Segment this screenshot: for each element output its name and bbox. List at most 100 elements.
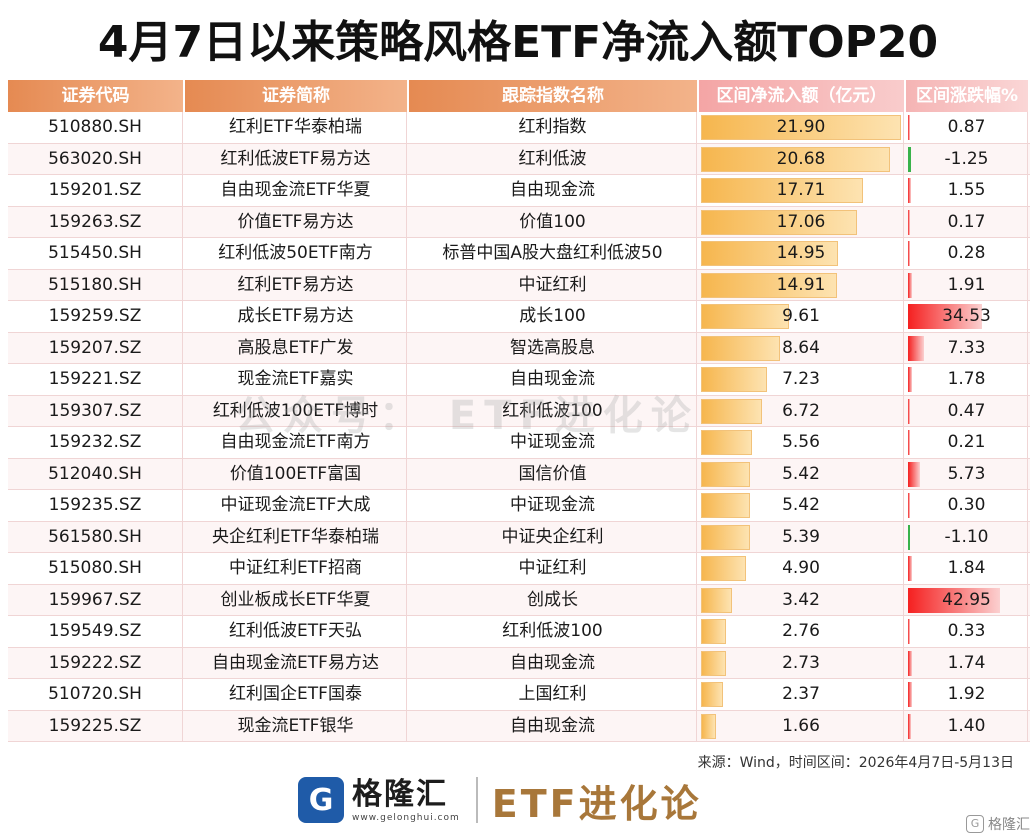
inflow-value: 20.68 <box>776 148 826 169</box>
table-row: 561580.SH 央企红利ETF华泰柏瑞 中证央企红利 5.39 -1.10 <box>8 521 1030 553</box>
inflow-cell: 6.72 <box>699 395 904 426</box>
inflow-cell: 2.73 <box>699 647 904 678</box>
table-body: 510880.SH 红利ETF华泰柏瑞 红利指数 21.90 0.87 563020.SH… <box>8 112 1030 742</box>
table-row: 159263.SZ 价值ETF易方达 价值100 17.06 0.17 <box>8 206 1030 238</box>
inflow-bar <box>701 241 838 266</box>
change-cell: 0.87 <box>906 112 1028 143</box>
inflow-bar <box>701 493 751 518</box>
index-name: 红利低波100 <box>409 395 697 426</box>
change-value: 42.95 <box>942 589 991 610</box>
table-row: 159225.SZ 现金流ETF银华 自由现金流 1.66 1.40 <box>8 710 1030 742</box>
change-cell: 1.78 <box>906 364 1028 395</box>
security-code: 159222.SZ <box>8 647 183 678</box>
table-row: 159232.SZ 自由现金流ETF南方 中证现金流 5.56 0.21 <box>8 427 1030 459</box>
index-name: 中证红利 <box>409 269 697 300</box>
index-name: 红利指数 <box>409 112 697 143</box>
security-code: 159225.SZ <box>8 710 183 741</box>
change-cell: 0.47 <box>906 395 1028 426</box>
change-value: 1.91 <box>947 274 986 295</box>
change-value: 0.87 <box>947 117 986 137</box>
change-value: 1.92 <box>947 684 986 704</box>
change-bar-positive <box>908 619 910 644</box>
change-cell: 42.95 <box>906 584 1028 615</box>
change-cell: 0.28 <box>906 238 1028 269</box>
inflow-bar <box>701 556 746 581</box>
table-row: 159221.SZ 现金流ETF嘉实 自由现金流 7.23 1.78 <box>8 364 1030 396</box>
change-bar-positive <box>908 682 913 707</box>
index-name: 自由现金流 <box>409 175 697 206</box>
inflow-cell: 9.61 <box>699 301 904 332</box>
security-name: 自由现金流ETF华夏 <box>185 175 407 206</box>
gelonghui-logo-icon: G <box>298 777 344 823</box>
change-bar-positive <box>908 650 912 676</box>
security-code: 561580.SH <box>8 521 183 552</box>
inflow-cell: 17.71 <box>699 175 904 206</box>
change-cell: 5.73 <box>906 458 1028 489</box>
change-value: 1.74 <box>947 652 986 673</box>
index-name: 自由现金流 <box>409 710 697 741</box>
security-name: 现金流ETF嘉实 <box>185 364 407 395</box>
index-name: 中证现金流 <box>409 490 697 521</box>
inflow-value: 14.95 <box>776 243 826 263</box>
change-bar-positive <box>908 556 912 581</box>
table-row: 159967.SZ 创业板成长ETF华夏 创成长 3.42 42.95 <box>8 584 1030 616</box>
table-row: 510880.SH 红利ETF华泰柏瑞 红利指数 21.90 0.87 <box>8 112 1030 144</box>
table-row: 515080.SH 中证红利ETF招商 中证红利 4.90 1.84 <box>8 553 1030 585</box>
change-bar-positive <box>908 430 910 455</box>
inflow-value: 2.76 <box>782 621 820 641</box>
security-code: 159221.SZ <box>8 364 183 395</box>
security-name: 红利ETF华泰柏瑞 <box>185 112 407 143</box>
index-name: 自由现金流 <box>409 647 697 678</box>
inflow-bar <box>701 367 768 392</box>
table-row: 510720.SH 红利国企ETF国泰 上国红利 2.37 1.92 <box>8 679 1030 711</box>
table-row: 159235.SZ 中证现金流ETF大成 中证现金流 5.42 0.30 <box>8 490 1030 522</box>
inflow-cell: 5.39 <box>699 521 904 552</box>
inflow-bar <box>701 713 717 739</box>
change-cell: 1.84 <box>906 553 1028 584</box>
brand-etf-name: ETF进化论 <box>491 781 702 826</box>
index-name: 国信价值 <box>409 458 697 489</box>
security-name: 自由现金流ETF南方 <box>185 427 407 458</box>
security-name: 自由现金流ETF易方达 <box>185 647 407 678</box>
security-code: 512040.SH <box>8 458 183 489</box>
security-name: 成长ETF易方达 <box>185 301 407 332</box>
inflow-bar <box>701 178 863 203</box>
inflow-value: 17.71 <box>776 180 826 200</box>
watermark: 公众号： ETF进化论 <box>235 393 699 439</box>
brand-name: 格隆汇 <box>352 777 448 812</box>
change-value: 0.33 <box>947 621 986 641</box>
inflow-cell: 21.90 <box>699 112 904 143</box>
change-bar-negative <box>908 146 911 172</box>
security-code: 515450.SH <box>8 238 183 269</box>
inflow-bar <box>701 682 723 707</box>
inflow-cell: 14.95 <box>699 238 904 269</box>
change-cell: 34.53 <box>906 301 1028 332</box>
inflow-bar <box>701 430 752 455</box>
inflow-bar <box>701 650 726 676</box>
inflow-cell: 20.68 <box>699 143 904 174</box>
security-name: 创业板成长ETF华夏 <box>185 584 407 615</box>
security-name: 中证现金流ETF大成 <box>185 490 407 521</box>
change-bar-positive <box>908 335 924 361</box>
inflow-value: 14.91 <box>776 274 826 295</box>
security-code: 563020.SH <box>8 143 183 174</box>
source-note: 来源：Wind，时间区间：2026年4月7日-5月13日 <box>697 755 1014 771</box>
change-bar-positive <box>908 272 913 298</box>
change-cell: 0.21 <box>906 427 1028 458</box>
change-bar-positive <box>908 367 912 392</box>
inflow-value: 9.61 <box>782 306 820 326</box>
table-row: 159549.SZ 红利低波ETF天弘 红利低波100 2.76 0.33 <box>8 616 1030 648</box>
change-cell: 7.33 <box>906 332 1028 363</box>
inflow-cell: 3.42 <box>699 584 904 615</box>
inflow-cell: 4.90 <box>699 553 904 584</box>
change-value: 0.21 <box>947 432 986 452</box>
header-inflow: 区间净流入额（亿元） <box>699 80 904 112</box>
change-value: 5.73 <box>947 463 986 484</box>
security-name: 价值ETF易方达 <box>185 206 407 237</box>
change-bar-positive <box>908 115 910 140</box>
inflow-cell: 1.66 <box>699 710 904 741</box>
table-header: 证券代码 证券简称 跟踪指数名称 区间净流入额（亿元） 区间涨跌幅% <box>8 80 1030 112</box>
security-name: 央企红利ETF华泰柏瑞 <box>185 521 407 552</box>
inflow-bar <box>701 398 763 424</box>
inflow-bar <box>701 619 727 644</box>
